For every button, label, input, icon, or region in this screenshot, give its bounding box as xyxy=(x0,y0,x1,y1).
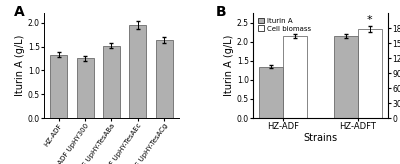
Bar xyxy=(156,40,173,118)
Bar xyxy=(283,36,307,118)
Y-axis label: Iturin A (g/L): Iturin A (g/L) xyxy=(15,35,25,96)
X-axis label: Strains: Strains xyxy=(304,133,338,143)
Text: *: * xyxy=(367,15,373,25)
Bar xyxy=(358,29,382,118)
Legend: Iturin A, Cell biomass: Iturin A, Cell biomass xyxy=(256,17,312,33)
Bar xyxy=(103,46,120,118)
Bar xyxy=(76,58,94,118)
Bar xyxy=(259,67,283,118)
Text: A: A xyxy=(14,5,25,19)
Bar xyxy=(334,36,358,118)
Bar xyxy=(129,25,146,118)
Text: B: B xyxy=(215,5,226,19)
Bar xyxy=(50,55,67,118)
Y-axis label: Iturin A (g/L): Iturin A (g/L) xyxy=(224,35,234,96)
